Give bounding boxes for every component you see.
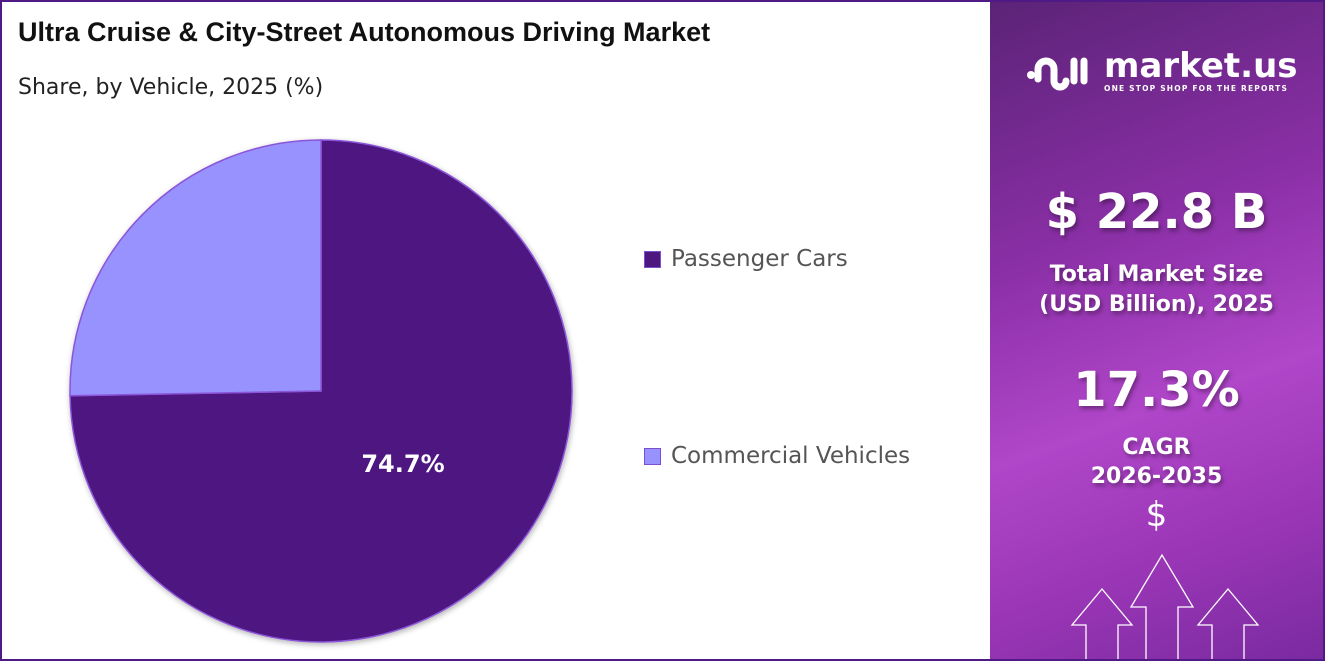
summary-panel: market.us ONE STOP SHOP FOR THE REPORTS … — [990, 2, 1323, 659]
legend-item-passenger-cars: Passenger Cars — [644, 245, 848, 273]
logo-text: market.us — [1104, 46, 1298, 86]
chart-subtitle: Share, by Vehicle, 2025 (%) — [18, 75, 324, 100]
growth-arrows-icon — [1070, 553, 1260, 659]
market-size-unit: (USD Billion), 2025 — [1039, 292, 1274, 317]
logo-icon — [1027, 57, 1088, 91]
cagr-label: CAGR — [1122, 435, 1191, 460]
pie-chart: 74.7% — [69, 139, 573, 643]
legend-label: Commercial Vehicles — [671, 443, 911, 469]
dollar-icon: $ — [1145, 495, 1168, 535]
legend-label: Passenger Cars — [671, 246, 848, 272]
cagr-period: 2026-2035 — [1090, 464, 1223, 489]
cagr-value: 17.3% — [1073, 362, 1240, 418]
legend-swatch — [644, 447, 661, 465]
data-label-passenger-cars: 74.7% — [361, 450, 444, 478]
market-us-logo: market.us ONE STOP SHOP FOR THE REPORTS — [1026, 48, 1298, 94]
logo-tagline: ONE STOP SHOP FOR THE REPORTS — [1104, 84, 1289, 93]
market-size-label: Total Market Size — [1049, 262, 1264, 287]
legend-swatch — [644, 250, 661, 268]
pie-slice-commercial-vehicles — [69, 139, 322, 397]
chart-panel: Ultra Cruise & City-Street Autonomous Dr… — [2, 2, 988, 659]
market-size-value: $ 22.8 B — [1045, 184, 1268, 240]
legend-item-commercial-vehicles: Commercial Vehicles — [644, 442, 910, 470]
chart-title: Ultra Cruise & City-Street Autonomous Dr… — [18, 17, 711, 47]
